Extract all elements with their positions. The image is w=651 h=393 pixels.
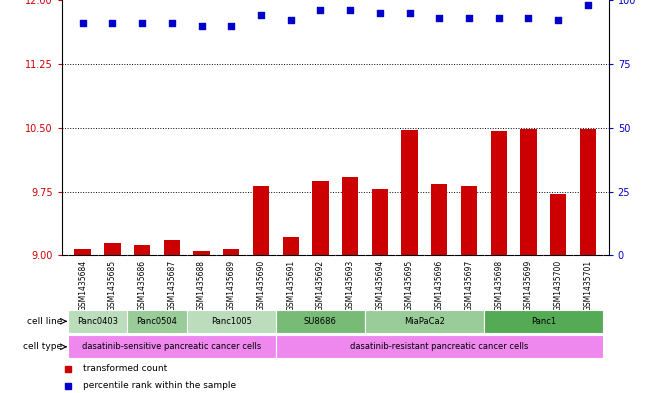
Point — [523, 15, 534, 21]
Bar — [193, 251, 210, 255]
Bar — [312, 180, 329, 255]
Point — [137, 20, 147, 26]
Text: GSM1435695: GSM1435695 — [405, 260, 414, 311]
Point — [226, 22, 236, 29]
Bar — [342, 177, 358, 255]
Text: GSM1435688: GSM1435688 — [197, 260, 206, 311]
Bar — [491, 131, 507, 255]
Bar — [68, 310, 127, 333]
Text: cell line: cell line — [27, 317, 62, 326]
Bar — [163, 240, 180, 255]
Point — [167, 20, 177, 26]
Text: GSM1435685: GSM1435685 — [108, 260, 117, 311]
Point — [464, 15, 474, 21]
Point — [434, 15, 445, 21]
Text: Panc1: Panc1 — [531, 317, 556, 326]
Point — [315, 7, 326, 13]
Point — [256, 12, 266, 18]
Bar — [276, 310, 365, 333]
Text: GSM1435692: GSM1435692 — [316, 260, 325, 311]
Text: MiaPaCa2: MiaPaCa2 — [404, 317, 445, 326]
Text: GSM1435684: GSM1435684 — [78, 260, 87, 311]
Point — [77, 20, 88, 26]
Bar — [402, 130, 418, 255]
Bar — [431, 184, 447, 255]
Point — [345, 7, 355, 13]
Bar — [550, 194, 566, 255]
Bar — [134, 245, 150, 255]
Point — [404, 9, 415, 16]
Bar — [276, 335, 603, 358]
Text: SU8686: SU8686 — [304, 317, 337, 326]
Text: GSM1435701: GSM1435701 — [583, 260, 592, 311]
Text: dasatinib-resistant pancreatic cancer cells: dasatinib-resistant pancreatic cancer ce… — [350, 342, 529, 351]
Bar — [127, 310, 187, 333]
Text: transformed count: transformed count — [83, 364, 167, 373]
Bar — [187, 310, 276, 333]
Point — [493, 15, 504, 21]
Text: GSM1435691: GSM1435691 — [286, 260, 295, 311]
Point — [197, 22, 207, 29]
Bar — [253, 185, 269, 255]
Bar — [520, 129, 536, 255]
Bar — [283, 237, 299, 255]
Text: GSM1435700: GSM1435700 — [553, 260, 562, 311]
Bar — [104, 242, 120, 255]
Text: GSM1435689: GSM1435689 — [227, 260, 236, 311]
Bar — [484, 310, 603, 333]
Bar — [74, 249, 91, 255]
Point — [583, 2, 593, 8]
Text: GSM1435697: GSM1435697 — [465, 260, 473, 311]
Text: GSM1435690: GSM1435690 — [256, 260, 266, 311]
Point — [553, 17, 563, 24]
Text: GSM1435698: GSM1435698 — [494, 260, 503, 311]
Bar — [365, 310, 484, 333]
Text: dasatinib-sensitive pancreatic cancer cells: dasatinib-sensitive pancreatic cancer ce… — [82, 342, 262, 351]
Bar — [68, 335, 276, 358]
Text: Panc1005: Panc1005 — [211, 317, 252, 326]
Bar — [223, 250, 240, 255]
Text: GSM1435696: GSM1435696 — [435, 260, 444, 311]
Text: GSM1435699: GSM1435699 — [524, 260, 533, 311]
Text: Panc0504: Panc0504 — [137, 317, 177, 326]
Text: Panc0403: Panc0403 — [77, 317, 118, 326]
Bar — [461, 185, 477, 255]
Point — [286, 17, 296, 24]
Text: GSM1435694: GSM1435694 — [376, 260, 384, 311]
Point — [107, 20, 118, 26]
Text: GSM1435693: GSM1435693 — [346, 260, 355, 311]
Text: GSM1435686: GSM1435686 — [137, 260, 146, 311]
Text: GSM1435687: GSM1435687 — [167, 260, 176, 311]
Text: percentile rank within the sample: percentile rank within the sample — [83, 381, 236, 390]
Point — [374, 9, 385, 16]
Bar — [579, 129, 596, 255]
Text: cell type: cell type — [23, 342, 62, 351]
Bar — [372, 189, 388, 255]
